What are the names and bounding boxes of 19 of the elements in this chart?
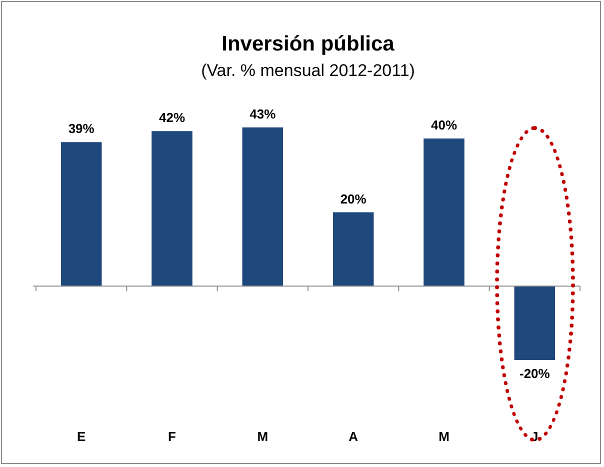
data-label: 40% bbox=[430, 118, 458, 133]
bar bbox=[60, 142, 102, 286]
data-label: 42% bbox=[158, 110, 186, 126]
bar bbox=[514, 286, 556, 360]
x-tick-label: M bbox=[257, 428, 268, 444]
data-label: 20% bbox=[340, 191, 367, 206]
data-label: -20% bbox=[519, 366, 550, 382]
data-label: 39% bbox=[68, 121, 95, 136]
bar bbox=[332, 212, 374, 286]
bar bbox=[424, 138, 464, 286]
x-tick-label: A bbox=[348, 428, 359, 444]
data-label: 43% bbox=[250, 106, 276, 122]
x-tick-label: F bbox=[168, 428, 176, 444]
x-tick-label: M bbox=[438, 428, 450, 444]
bar bbox=[242, 127, 284, 286]
chart-title: Inversión pública bbox=[222, 32, 395, 56]
x-tick-label: E bbox=[76, 428, 86, 444]
bar bbox=[152, 131, 192, 286]
chart-subtitle: (Var. % mensual 2012-2011) bbox=[201, 61, 415, 80]
